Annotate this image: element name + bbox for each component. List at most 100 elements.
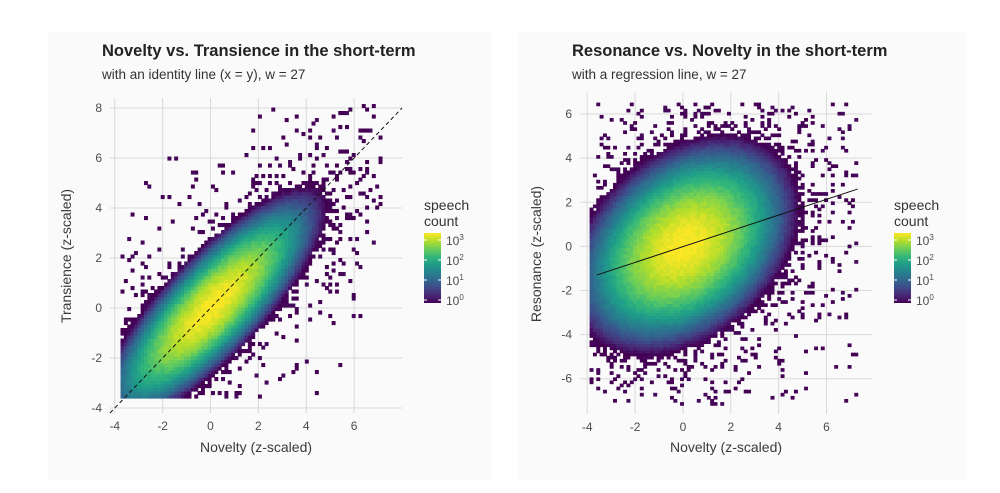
heatmap-cell <box>703 173 708 178</box>
heatmap-cell <box>184 314 189 319</box>
heatmap-cell <box>157 373 162 378</box>
heatmap-cell <box>616 204 621 209</box>
heatmap-cell <box>355 181 360 186</box>
heatmap-cell <box>643 358 648 363</box>
heatmap-cell <box>123 342 128 347</box>
heatmap-cell <box>318 230 323 235</box>
heatmap-cell <box>140 289 145 294</box>
heatmap-cell <box>278 163 282 168</box>
heatmap-cell <box>211 237 215 242</box>
heatmap-cell <box>663 232 668 236</box>
heatmap-cell <box>237 226 242 231</box>
heatmap-cell <box>693 161 698 165</box>
heatmap-cell <box>653 306 658 311</box>
heatmap-cell <box>609 281 614 286</box>
heatmap-cell <box>304 359 309 364</box>
heatmap-cell <box>311 202 316 207</box>
heatmap-cell <box>227 272 232 277</box>
heatmap-cell <box>321 226 326 231</box>
heatmap-cell <box>267 219 272 224</box>
heatmap-cell <box>174 279 179 284</box>
heatmap-cell <box>596 327 601 332</box>
heatmap-cell <box>706 232 711 236</box>
heatmap-cell <box>143 359 148 364</box>
heatmap-cell <box>629 173 634 178</box>
heatmap-cell <box>676 287 681 292</box>
heatmap-cell <box>177 373 182 378</box>
heatmap-cell <box>241 310 246 315</box>
heatmap-cell <box>690 315 695 320</box>
heatmap-cell <box>659 294 664 298</box>
heatmap-cell <box>194 366 199 371</box>
heatmap-cell <box>669 247 674 252</box>
heatmap-cell <box>686 266 691 270</box>
heatmap-cell <box>686 334 691 338</box>
heatmap-cell <box>264 314 269 319</box>
heatmap-cell <box>234 226 239 231</box>
heatmap-cell <box>204 247 209 252</box>
heatmap-cell <box>706 244 711 249</box>
heatmap-cell <box>606 216 611 221</box>
heatmap-cell <box>237 233 242 238</box>
heatmap-cell <box>669 327 674 332</box>
heatmap-cell <box>177 296 182 301</box>
heatmap-cell <box>616 334 621 338</box>
heatmap-cell <box>133 387 138 392</box>
heatmap-cell <box>143 310 148 315</box>
heatmap-cell <box>602 198 607 202</box>
heatmap-cell <box>659 182 664 187</box>
heatmap-cell <box>703 260 708 264</box>
heatmap-cell <box>274 244 279 249</box>
heatmap-cell <box>143 265 148 270</box>
heatmap-cell <box>646 250 651 255</box>
heatmap-cell <box>663 300 668 304</box>
heatmap-cell <box>184 307 189 312</box>
legend-label: 101 <box>446 273 464 288</box>
heatmap-cell <box>264 272 269 277</box>
heatmap-cell <box>291 303 296 308</box>
heatmap-cell <box>706 297 711 301</box>
heatmap-cell <box>609 337 614 341</box>
heatmap-cell <box>596 201 601 206</box>
heatmap-cell <box>626 349 631 354</box>
heatmap-cell <box>221 335 226 340</box>
heatmap-cell <box>663 361 668 366</box>
heatmap-cell <box>234 223 239 228</box>
heatmap-cell <box>706 321 711 326</box>
heatmap-cell <box>646 303 651 307</box>
heatmap-cell <box>247 272 252 277</box>
heatmap-cell <box>345 160 349 165</box>
heatmap-cell <box>301 132 306 137</box>
heatmap-cell <box>328 209 333 214</box>
heatmap-cell <box>643 158 648 162</box>
heatmap-cell <box>599 343 604 348</box>
heatmap-cell <box>133 394 138 399</box>
heatmap-cell <box>680 201 684 206</box>
heatmap-cell <box>237 237 242 242</box>
heatmap-cell <box>683 337 688 341</box>
heatmap-cell <box>160 363 165 368</box>
heatmap-cell <box>264 212 269 217</box>
heatmap-cell <box>127 345 132 350</box>
heatmap-cell <box>167 321 172 326</box>
heatmap-cell <box>284 195 289 200</box>
heatmap-cell <box>713 300 718 304</box>
heatmap-cell <box>609 201 614 206</box>
heatmap-cell <box>200 212 205 217</box>
heatmap-cell <box>200 244 205 249</box>
heatmap-cell <box>619 179 624 184</box>
heatmap-cell <box>639 263 644 267</box>
heatmap-cell <box>659 213 664 218</box>
heatmap-cell <box>207 328 212 333</box>
heatmap-cell <box>207 219 212 224</box>
heatmap-cell <box>596 226 601 230</box>
heatmap-cell <box>254 314 259 319</box>
heatmap-cell <box>623 204 628 209</box>
heatmap-cell <box>606 300 611 304</box>
heatmap-cell <box>649 349 654 354</box>
heatmap-cell <box>120 377 125 382</box>
heatmap-cell <box>214 279 219 284</box>
heatmap-cell <box>234 324 239 329</box>
heatmap-cell <box>656 331 661 335</box>
heatmap-cell <box>656 176 661 181</box>
